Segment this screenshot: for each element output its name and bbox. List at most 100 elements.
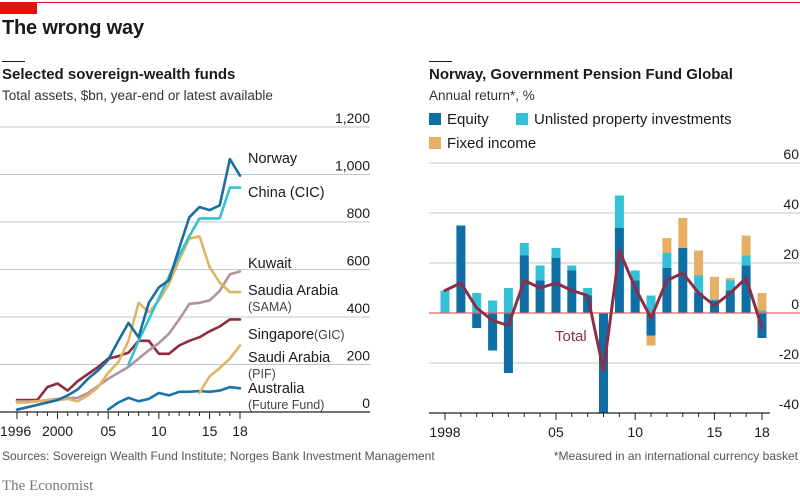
bar-equity bbox=[614, 228, 624, 313]
bar-property bbox=[472, 293, 482, 313]
line-norway bbox=[15, 157, 242, 411]
bar-fixed-income bbox=[741, 235, 751, 256]
left-x-tick-label: 18 bbox=[232, 423, 248, 439]
bar-property bbox=[567, 265, 577, 271]
bar-fixed-income bbox=[662, 238, 672, 253]
right-y-tick-label: 60 bbox=[783, 146, 799, 162]
bar-property bbox=[646, 295, 656, 313]
legend-swatch-property bbox=[516, 113, 528, 125]
left-y-tick-label: 1,200 bbox=[335, 110, 370, 126]
bar-property bbox=[614, 195, 624, 228]
bar-property bbox=[662, 253, 672, 268]
bar-property bbox=[630, 270, 640, 281]
bar-equity bbox=[503, 313, 513, 373]
bar-property bbox=[440, 290, 450, 313]
bar-property bbox=[583, 288, 593, 296]
legend-swatch-equity bbox=[429, 113, 441, 125]
left-y-tick-label: 800 bbox=[347, 205, 371, 221]
left-x-tick-label: 05 bbox=[100, 423, 116, 439]
line-china bbox=[127, 186, 242, 366]
bar-property bbox=[503, 288, 513, 313]
source-note: Sources: Sovereign Wealth Fund Institute… bbox=[2, 449, 435, 463]
total-return-line bbox=[443, 249, 764, 372]
left-chart-subtitle: Total assets, $bn, year-end or latest av… bbox=[2, 88, 273, 103]
bar-fixed-income bbox=[725, 278, 735, 281]
series-sublabel-singapore: (GIC) bbox=[314, 328, 345, 342]
right-x-tick-label: 05 bbox=[548, 424, 564, 440]
series-label-saudi-sama: Saudia Arabia bbox=[248, 283, 339, 299]
legend-label-equity: Equity bbox=[447, 111, 489, 128]
right-chart-subtitle: Annual return*, % bbox=[429, 88, 535, 103]
bar-equity bbox=[456, 225, 466, 313]
right-x-tick-label: 1998 bbox=[429, 424, 460, 440]
bar-property bbox=[725, 280, 735, 291]
bar-property bbox=[488, 300, 498, 313]
bar-fixed-income bbox=[757, 293, 767, 311]
bar-equity bbox=[694, 293, 704, 313]
bar-equity bbox=[725, 290, 735, 313]
right-y-tick-label: 40 bbox=[783, 196, 799, 212]
legend-item-equity: Equity bbox=[429, 111, 489, 128]
total-line-label: Total bbox=[555, 328, 587, 345]
series-label-china: China (CIC) bbox=[248, 185, 325, 201]
footnote: *Measured in an international currency b… bbox=[553, 449, 798, 463]
headline: The wrong way bbox=[2, 17, 144, 39]
bar-equity bbox=[535, 280, 545, 313]
line-singapore bbox=[15, 318, 242, 402]
right-bar-chart: -40 -20 0 20 40 60 Total 1998 05 10 15 18 bbox=[429, 146, 800, 440]
bar-property bbox=[535, 265, 545, 281]
right-chart-title: Norway, Government Pension Fund Global bbox=[429, 66, 733, 83]
series-label-kuwait: Kuwait bbox=[248, 256, 292, 272]
brand-logo-text: The Economist bbox=[2, 478, 94, 494]
bar-equity bbox=[472, 313, 482, 328]
bar-fixed-income bbox=[646, 335, 656, 346]
bar-property bbox=[551, 248, 561, 258]
bar-equity bbox=[488, 313, 498, 351]
series-sublabel-saudi-pif: (PIF) bbox=[248, 367, 276, 381]
legend-item-fixed-income: Fixed income bbox=[429, 135, 536, 152]
bar-property bbox=[741, 255, 751, 266]
left-x-tick-label: 1996 bbox=[0, 423, 31, 439]
bar-equity bbox=[741, 265, 751, 313]
series-label-norway: Norway bbox=[248, 151, 298, 167]
bar-property bbox=[757, 310, 767, 313]
line-saudi-pif bbox=[198, 344, 242, 395]
legend-label-property: Unlisted property investments bbox=[534, 111, 732, 128]
right-chart-rule bbox=[429, 61, 452, 62]
bar-equity bbox=[583, 295, 593, 313]
right-y-tick-label: -20 bbox=[779, 346, 799, 362]
left-x-tick-label: 15 bbox=[202, 423, 218, 439]
right-y-tick-label: 20 bbox=[783, 246, 799, 262]
bar-fixed-income bbox=[694, 250, 704, 276]
bar-property bbox=[694, 275, 704, 293]
left-x-tick-label: 10 bbox=[151, 423, 167, 439]
left-y-tick-label: 1,000 bbox=[335, 158, 370, 174]
left-y-tick-label: 0 bbox=[362, 395, 370, 411]
left-chart-title: Selected sovereign-wealth funds bbox=[2, 66, 236, 83]
series-sublabel-australia: (Future Fund) bbox=[248, 398, 324, 412]
bar-equity bbox=[646, 313, 656, 336]
right-y-tick-label: -40 bbox=[779, 396, 799, 412]
left-x-tick-label: 2000 bbox=[42, 423, 73, 439]
series-label-australia: Australia bbox=[248, 381, 305, 397]
legend-label-fixed-income: Fixed income bbox=[447, 135, 537, 152]
bar-fixed-income bbox=[710, 276, 719, 300]
bar-fixed-income bbox=[678, 218, 688, 248]
line-australia bbox=[106, 385, 242, 411]
bar-equity bbox=[662, 268, 672, 313]
series-label-saudi-pif: Saudi Arabia bbox=[248, 350, 331, 366]
bar-property bbox=[710, 299, 719, 301]
left-y-tick-label: 600 bbox=[347, 253, 371, 269]
left-y-tick-label: 200 bbox=[347, 348, 371, 364]
bar-property bbox=[519, 243, 529, 256]
right-x-tick-label: 15 bbox=[707, 424, 723, 440]
series-label-singapore: Singapore bbox=[248, 327, 314, 343]
left-line-chart: 0 200 400 600 800 1,000 1,200 1996 2000 05 10 15 18 N… bbox=[0, 110, 370, 439]
legend-item-property: Unlisted property investments bbox=[516, 111, 732, 128]
bar-equity bbox=[630, 280, 640, 313]
top-red-tag bbox=[0, 3, 37, 14]
series-sublabel-saudi-sama: (SAMA) bbox=[248, 300, 292, 314]
top-red-rule bbox=[0, 2, 800, 3]
right-x-tick-label: 10 bbox=[627, 424, 643, 440]
